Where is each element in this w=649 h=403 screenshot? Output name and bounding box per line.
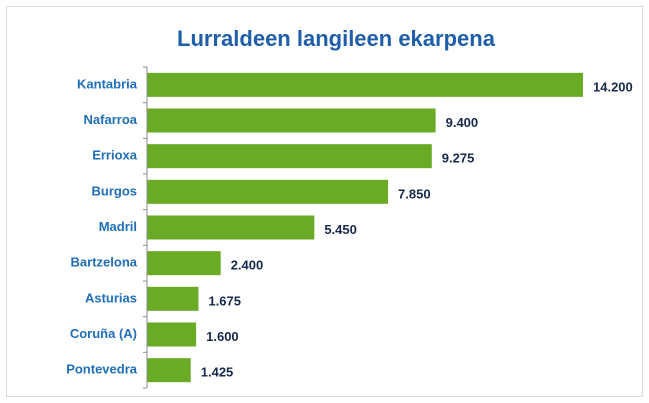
value-label: 9.275: [442, 151, 475, 166]
value-label: 14.200: [593, 79, 633, 94]
value-label: 7.850: [398, 186, 431, 201]
category-label: Bartzelona: [71, 255, 138, 270]
category-label: Burgos: [92, 183, 138, 198]
category-label: Nafarroa: [84, 112, 138, 127]
value-label: 2.400: [231, 258, 264, 273]
category-label: Pontevedra: [66, 362, 138, 377]
category-label: Asturias: [85, 290, 137, 305]
value-label: 5.450: [324, 222, 357, 237]
value-label: 9.400: [446, 115, 479, 130]
category-label: Errioxa: [92, 148, 138, 163]
bar: [147, 358, 191, 383]
bar: [147, 215, 315, 240]
category-label: Kantabria: [77, 76, 138, 91]
value-label: 1.425: [201, 365, 234, 380]
bar: [147, 251, 221, 276]
category-label: Madril: [99, 219, 137, 234]
bar: [147, 286, 199, 311]
bar: [147, 108, 436, 133]
bar: [147, 322, 197, 347]
bar: [147, 179, 389, 204]
value-label: 1.675: [208, 293, 241, 308]
category-label: Coruña (A): [70, 326, 137, 341]
bar: [147, 144, 432, 169]
chart-title: Lurraldeen langileen ekarpena: [177, 26, 496, 51]
bar: [147, 72, 583, 97]
value-label: 1.600: [206, 329, 239, 344]
